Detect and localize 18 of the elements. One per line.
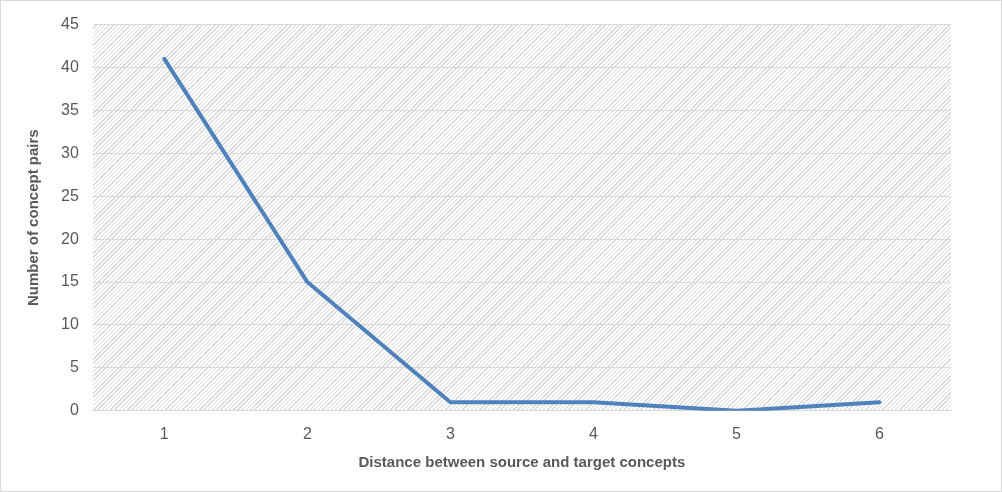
y-tick-label: 40	[61, 57, 79, 75]
y-tick-label: 5	[69, 358, 79, 376]
y-tick-label: 10	[61, 315, 79, 333]
x-tick-label: 2	[302, 424, 312, 442]
y-tick-label: 25	[61, 186, 79, 204]
y-tick-label: 35	[61, 100, 79, 118]
x-tick-label: 1	[159, 424, 169, 442]
x-axis-title: Distance between source and target concepts	[358, 453, 686, 471]
x-tick-label: 4	[588, 424, 598, 442]
y-tick-label: 0	[69, 401, 79, 419]
y-tick-label: 30	[61, 143, 79, 161]
y-axis-title: Number of concept pairs	[24, 129, 42, 307]
y-tick-label: 15	[61, 272, 79, 290]
y-tick-label: 20	[61, 229, 79, 247]
x-tick-label: 6	[875, 424, 885, 442]
x-tick-label: 3	[445, 424, 455, 442]
y-tick-label: 45	[61, 15, 79, 33]
x-tick-label: 5	[732, 424, 741, 442]
